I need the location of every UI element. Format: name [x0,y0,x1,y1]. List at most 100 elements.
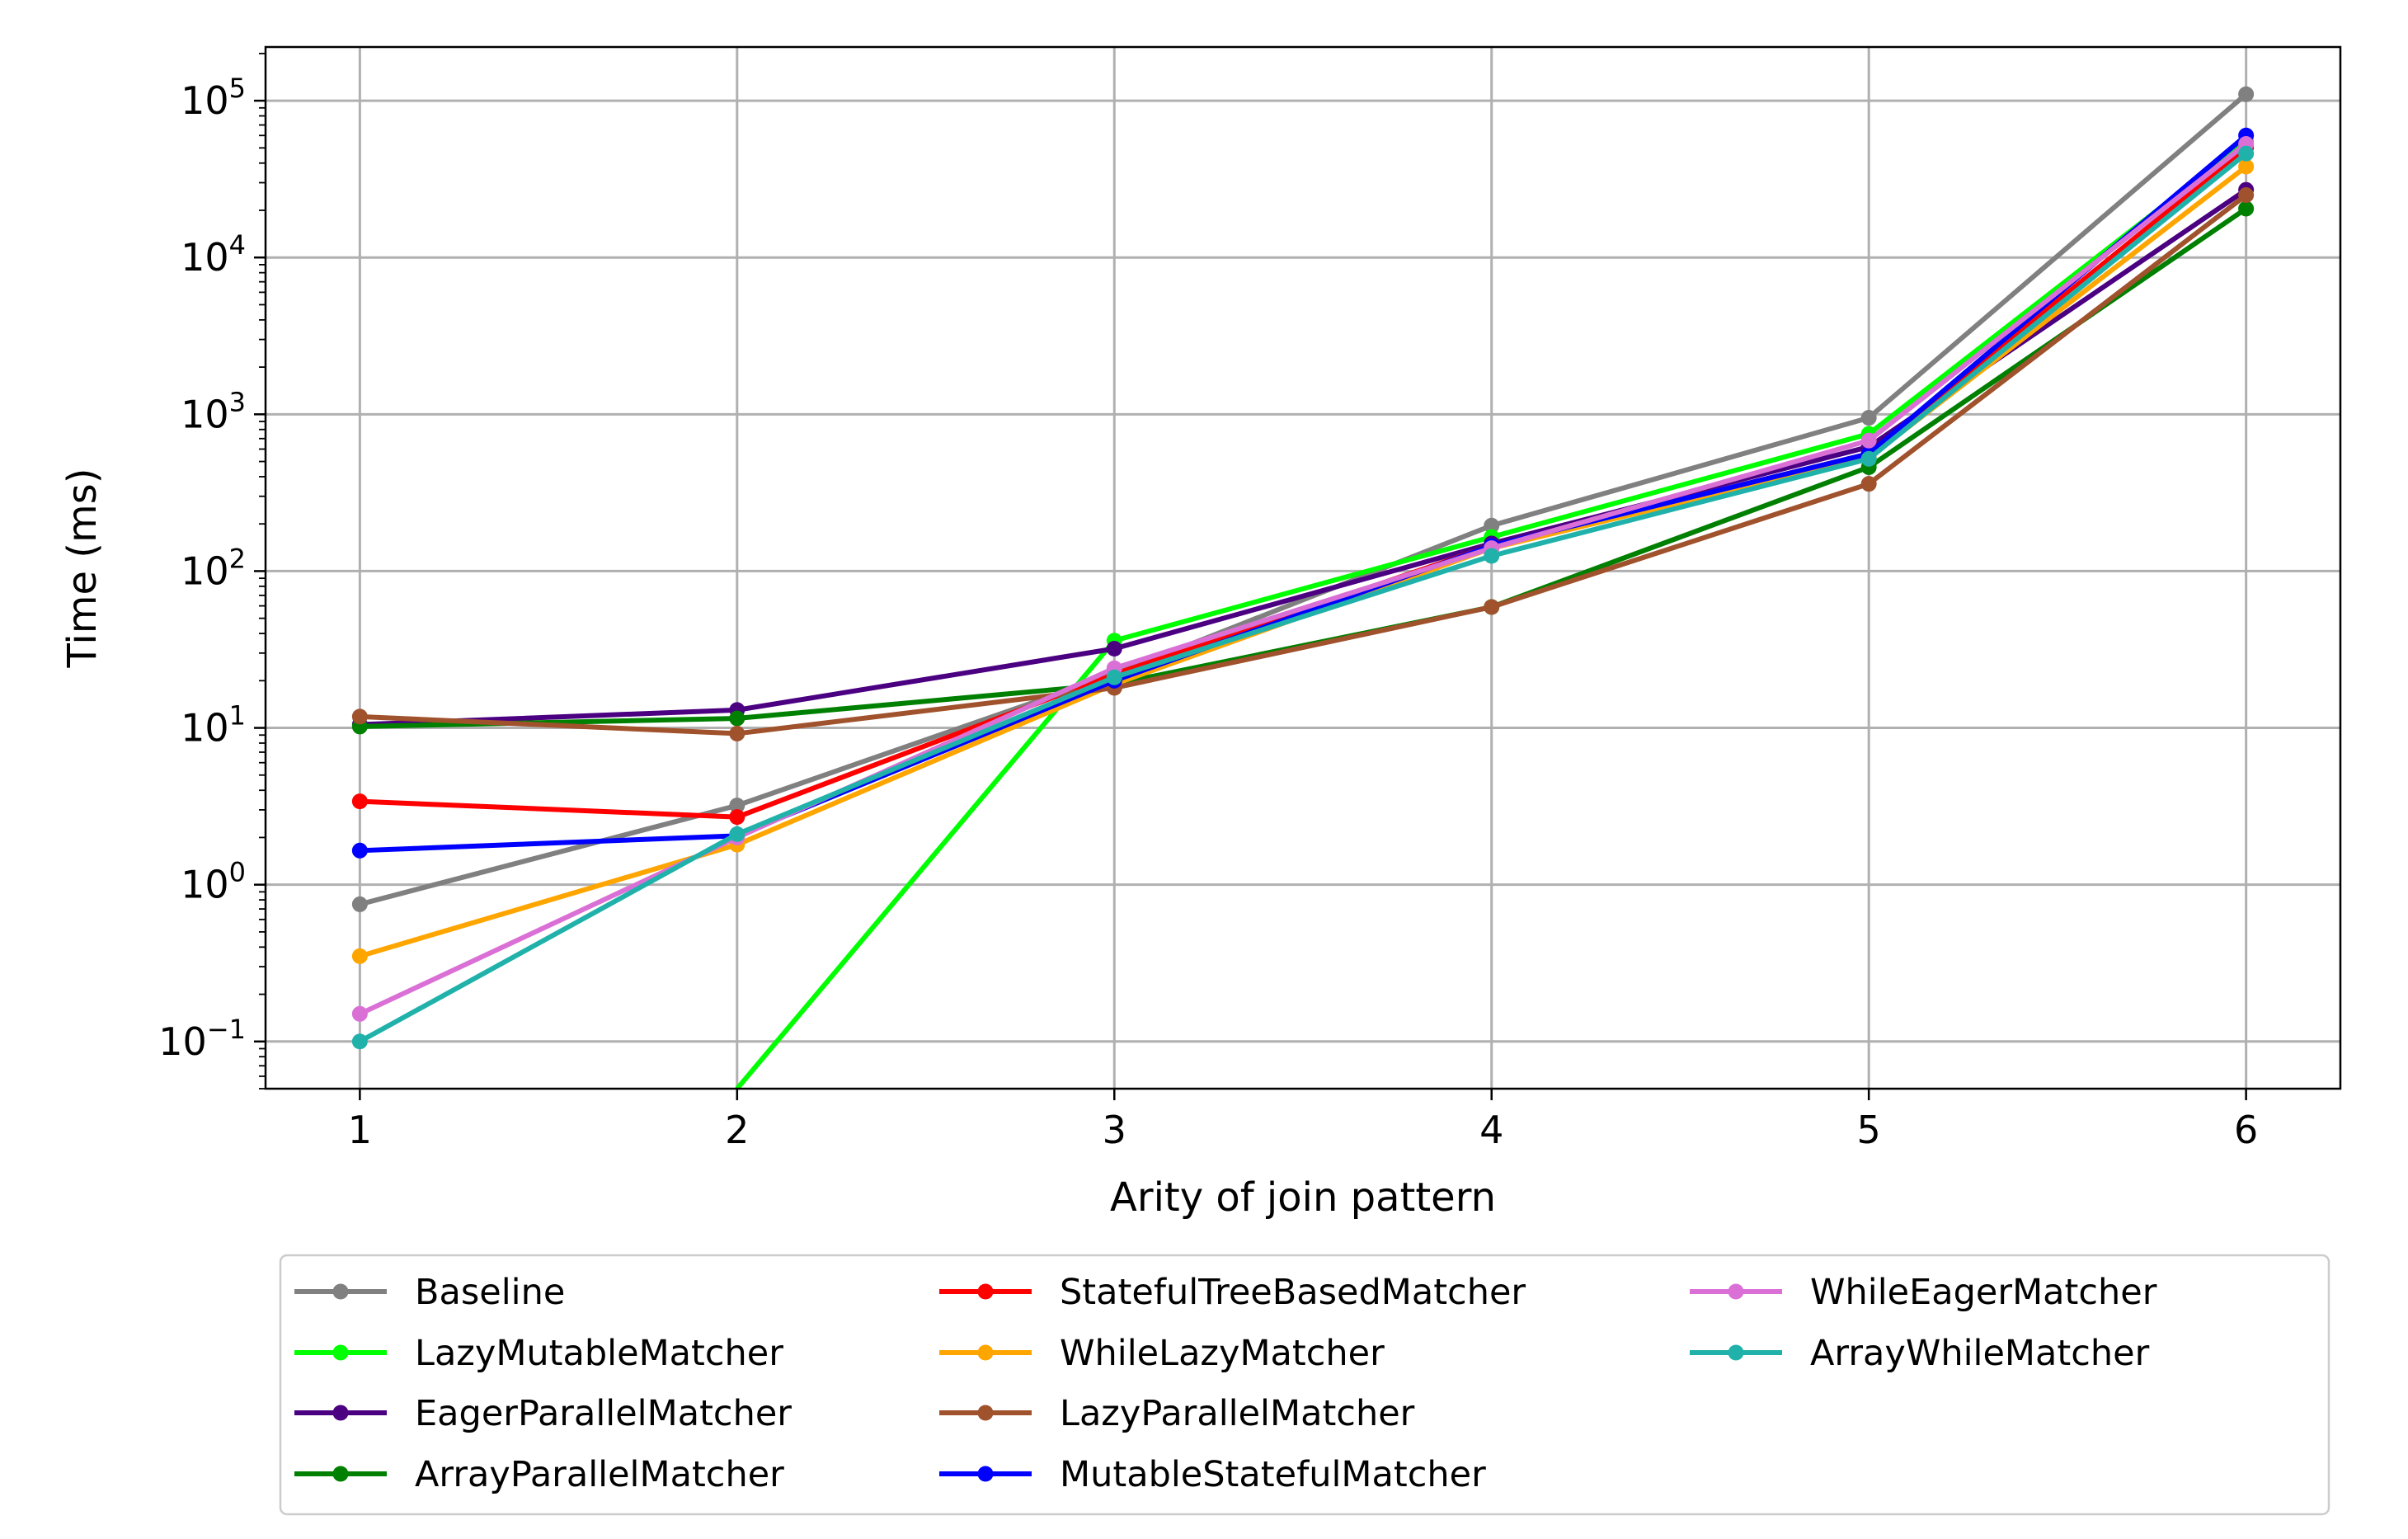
y-tick-label: 100 [181,857,246,907]
data-point [1860,476,1877,492]
data-point [1860,432,1877,449]
y-tick-exponent: 3 [229,386,246,417]
x-tick-label: 3 [1103,1108,1126,1152]
legend-label: ArrayParallelMatcher [415,1454,784,1495]
legend-marker [332,1283,349,1300]
y-tick-base: 10 [181,78,229,123]
y-tick-base: 10 [158,1019,207,1064]
legend-item: WhileEagerMatcher [1690,1272,2157,1313]
data-point [729,798,745,814]
x-tick-label: 6 [2234,1108,2258,1152]
data-point [729,725,745,741]
legend-item: ArrayParallelMatcher [294,1454,784,1495]
series-line [360,193,2248,737]
legend-marker [332,1405,349,1421]
data-point [2238,200,2255,217]
series-layer [351,86,2255,1090]
legend-label: ArrayWhileMatcher [1810,1333,2150,1374]
series-line [359,92,2248,907]
y-tick-label: 10−1 [158,1014,246,1064]
legend-item: ArrayWhileMatcher [1690,1333,2150,1374]
x-tick-label: 4 [1479,1108,1503,1152]
data-point [729,710,745,727]
data-point [729,809,745,826]
data-point [351,896,368,912]
plot-frame [264,45,2342,1090]
legend-label: EagerParallelMatcher [415,1393,792,1434]
legend-item: EagerParallelMatcher [294,1393,792,1434]
y-tick-base: 10 [181,548,229,593]
y-tick-exponent: 0 [229,857,246,888]
y-tick-exponent: 5 [229,73,246,104]
series-MutableStatefulMatcher [351,127,2255,859]
legend-marker [1728,1283,1744,1300]
series-ArrayWhileMatcher [351,145,2255,1050]
y-tick-label: 105 [181,73,246,123]
y-tick-label: 103 [181,386,246,436]
series-WhileLazyMatcher [351,158,2255,964]
y-tick-exponent: −1 [207,1014,246,1045]
data-point [351,708,368,725]
y-tick-base: 10 [181,863,229,907]
y-tick-label: 104 [181,229,246,280]
data-point [729,826,745,842]
series-ArrayParallelMatcher [351,200,2255,735]
data-point [1860,410,1877,426]
series-Baseline [351,86,2255,912]
y-tick-base: 10 [181,706,229,751]
legend-label: Baseline [415,1272,565,1313]
data-point [1484,599,1500,615]
y-tick-exponent: 1 [229,700,246,732]
series-LazyParallelMatcher [351,187,2255,741]
legend-marker [977,1283,994,1300]
data-point [351,1033,368,1050]
data-point [1106,641,1122,657]
data-point [1484,517,1500,534]
legend-box [279,1254,2330,1516]
x-tick-label: 2 [725,1108,749,1152]
legend-marker [977,1466,994,1482]
legend-label: LazyMutableMatcher [415,1333,783,1374]
y-tick-base: 10 [181,235,229,280]
legend: Baseline LazyMutableMatcher EagerParallelM… [279,1254,2330,1516]
y-tick-exponent: 4 [229,229,246,261]
series-line [360,133,2248,854]
data-point [351,793,368,810]
legend-marker [1728,1344,1744,1361]
y-tick-label: 102 [181,543,246,593]
data-point [2238,158,2255,175]
legend-marker [332,1344,349,1361]
data-point [2238,145,2255,162]
y-axis-title: Time (ms) [59,468,106,669]
data-point [2238,187,2255,204]
legend-label: StatefulTreeBasedMatcher [1060,1272,1526,1313]
grid-layer [266,47,2340,1089]
legend-item: Baseline [294,1272,565,1313]
data-point [351,948,368,964]
series-line [358,151,2248,1044]
x-tick-label: 5 [1857,1108,1881,1152]
data-point [1484,548,1500,564]
y-tick-base: 10 [181,392,229,436]
x-axis-title: Arity of join pattern [1110,1174,1496,1221]
data-point [351,842,368,859]
legend-label: WhileLazyMatcher [1060,1333,1385,1374]
y-tick-exponent: 2 [229,543,246,574]
legend-item: StatefulTreeBasedMatcher [939,1272,1526,1313]
legend-label: LazyParallelMatcher [1060,1393,1415,1434]
data-point [351,1005,368,1022]
y-tick-label: 101 [181,700,246,751]
legend-marker [332,1466,349,1482]
legend-item: LazyMutableMatcher [294,1333,783,1374]
legend-marker [977,1405,994,1421]
legend-item: MutableStatefulMatcher [939,1454,1486,1495]
legend-label: WhileEagerMatcher [1810,1272,2157,1313]
data-point [1860,450,1877,467]
x-tick-label: 1 [348,1108,372,1152]
legend-item: LazyParallelMatcher [939,1393,1415,1434]
series-line [360,145,2248,820]
legend-label: MutableStatefulMatcher [1060,1454,1486,1495]
data-point [2238,86,2255,102]
